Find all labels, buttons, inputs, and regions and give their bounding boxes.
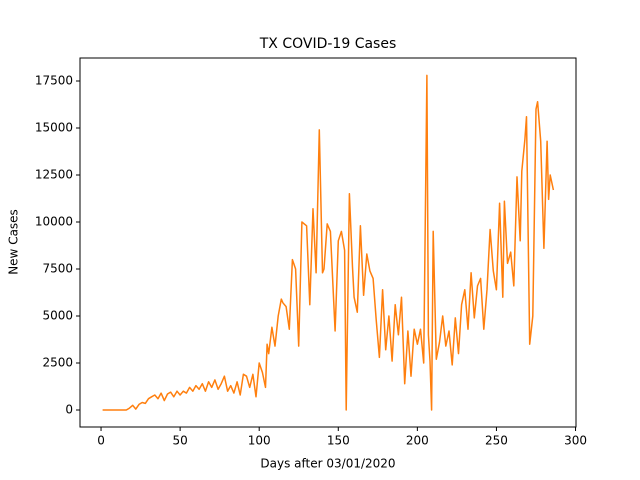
x-tick-label: 0 xyxy=(97,434,105,448)
y-tick-label: 2500 xyxy=(42,356,73,370)
y-tick-label: 15000 xyxy=(35,120,73,134)
axes-frame xyxy=(79,57,577,428)
y-tick-label: 5000 xyxy=(42,309,73,323)
x-tick-label: 150 xyxy=(327,434,350,448)
x-tick-label: 50 xyxy=(172,434,187,448)
y-axis-label: New Cases xyxy=(7,209,21,275)
x-tick-label: 200 xyxy=(406,434,429,448)
chart-title: TX COVID-19 Cases xyxy=(259,36,397,52)
y-tick-label: 12500 xyxy=(35,167,73,181)
y-tick-label: 0 xyxy=(65,403,73,417)
x-tick-label: 100 xyxy=(248,434,271,448)
x-tick-label: 300 xyxy=(564,434,587,448)
x-tick-label: 250 xyxy=(485,434,508,448)
y-tick-label: 17500 xyxy=(35,73,73,87)
y-tick-label: 7500 xyxy=(42,261,73,275)
y-tick-label: 10000 xyxy=(35,214,73,228)
data-line xyxy=(102,74,555,411)
x-axis-label: Days after 03/01/2020 xyxy=(260,457,395,471)
